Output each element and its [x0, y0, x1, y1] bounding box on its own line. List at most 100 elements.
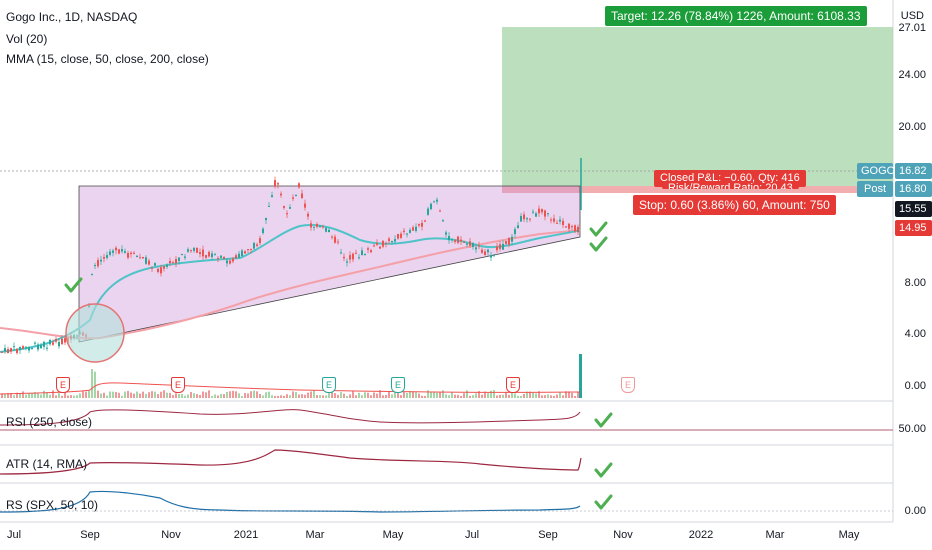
- candle-body: [394, 239, 396, 242]
- earnings-icon[interactable]: E: [391, 377, 405, 393]
- rsi-legend[interactable]: RSI (250, close): [6, 415, 93, 429]
- volume-bar: [520, 395, 522, 398]
- volume-bar: [61, 395, 63, 398]
- target-label[interactable]: Target: 12.26 (78.84%) 1226, Amount: 610…: [605, 6, 867, 26]
- volume-bars[interactable]: [1, 354, 582, 398]
- atr-line[interactable]: [0, 449, 582, 475]
- triangle-pattern[interactable]: [78, 185, 581, 343]
- volume-bar: [388, 391, 390, 398]
- volume-bar: [307, 392, 309, 398]
- symbol-legend[interactable]: Gogo Inc., 1D, NASDAQ: [6, 10, 138, 24]
- earnings-icon[interactable]: E: [506, 377, 520, 393]
- candle-body: [415, 226, 417, 231]
- candle-body: [178, 257, 180, 261]
- candle-body: [208, 251, 210, 257]
- volume-bar: [325, 395, 327, 398]
- candle-body: [226, 260, 228, 264]
- risk-reward-label[interactable]: Risk/Reward Ratio: 20.43: [662, 183, 799, 189]
- volume-bar: [217, 395, 219, 398]
- price-candles[interactable]: [1, 176, 579, 355]
- volume-bar: [247, 393, 249, 398]
- volume-bar: [328, 392, 330, 398]
- earnings-icon[interactable]: E: [56, 377, 70, 393]
- volume-bar: [352, 390, 354, 398]
- atr-legend[interactable]: ATR (14, RMA): [6, 457, 88, 471]
- candle-body: [355, 252, 357, 254]
- candle-body: [163, 266, 165, 269]
- volume-bar: [250, 391, 252, 398]
- volume-bar: [238, 393, 240, 398]
- time-tick: Sep: [80, 529, 100, 541]
- volume-bar: [70, 395, 72, 398]
- candle-body: [574, 225, 576, 232]
- volume-bar: [367, 392, 369, 398]
- candle-body: [577, 226, 579, 233]
- rs-legend[interactable]: RS (SPX, 50, 10): [6, 498, 99, 512]
- currency-label[interactable]: USD: [900, 10, 924, 22]
- volume-bar: [184, 395, 186, 398]
- volume-bar: [346, 395, 348, 398]
- gogo-price-tag[interactable]: 16.82: [895, 163, 932, 179]
- stop-zone[interactable]: [502, 186, 893, 193]
- candle-body: [451, 238, 453, 240]
- candle-body: [64, 338, 66, 343]
- rsi-line[interactable]: [0, 409, 581, 426]
- volume-bar: [544, 395, 546, 398]
- candle-body: [106, 255, 108, 258]
- candle-body: [49, 340, 51, 345]
- candle-body: [55, 338, 57, 342]
- volume-bar: [451, 391, 453, 398]
- post-label-tag[interactable]: Post: [857, 181, 893, 197]
- candle-body: [457, 236, 459, 243]
- volume-bar: [208, 390, 210, 398]
- stop-label[interactable]: Stop: 0.60 (3.86%) 60, Amount: 750: [633, 195, 836, 215]
- time-tick: Nov: [161, 529, 181, 541]
- candle-body: [565, 226, 567, 228]
- volume-bar: [22, 391, 24, 398]
- volume-bar: [481, 394, 483, 398]
- earnings-icon[interactable]: E: [171, 377, 185, 393]
- volume-bar: [319, 395, 321, 398]
- earnings-icon[interactable]: E: [621, 377, 635, 393]
- candle-body: [202, 249, 204, 257]
- earnings-icon[interactable]: E: [322, 377, 336, 393]
- volume-bar: [433, 391, 435, 398]
- volume-bar: [436, 392, 438, 398]
- candle-body: [556, 222, 558, 224]
- volume-bar: [382, 395, 384, 398]
- mma-legend[interactable]: MMA (15, close, 50, close, 200, close): [6, 52, 209, 66]
- candle-body: [463, 241, 465, 243]
- volume-bar: [397, 392, 399, 398]
- closed-pl-label[interactable]: Closed P&L: −0.60, Qty: 416: [654, 170, 806, 187]
- candle-body: [502, 243, 504, 250]
- volume-bar: [268, 391, 270, 398]
- gogo-symbol-tag[interactable]: GOGO: [857, 163, 895, 179]
- candle-body: [100, 259, 102, 262]
- volume-bar: [286, 394, 288, 398]
- volume-bar: [19, 393, 21, 398]
- volume-bar: [550, 395, 552, 398]
- candle-body: [265, 217, 267, 221]
- volume-bar: [409, 390, 411, 398]
- candle-body: [439, 210, 441, 212]
- circle-highlight-icon[interactable]: [65, 303, 125, 363]
- candle-body: [289, 207, 291, 209]
- volume-bar: [109, 391, 111, 398]
- candle-body: [25, 346, 27, 348]
- post-price-tag[interactable]: 16.80: [895, 181, 932, 197]
- candle-body: [397, 233, 399, 239]
- level-tag[interactable]: 15.55: [895, 201, 932, 217]
- volume-bar: [112, 391, 114, 398]
- candle-body: [250, 248, 252, 250]
- volume-bar: [28, 393, 30, 398]
- volume-bar: [229, 391, 231, 398]
- target-zone[interactable]: [502, 27, 893, 186]
- candle-body: [37, 344, 39, 350]
- candle-body: [13, 346, 15, 348]
- stop-level-tag[interactable]: 14.95: [895, 220, 932, 236]
- rs-line[interactable]: [0, 490, 581, 513]
- vol-legend[interactable]: Vol (20): [6, 32, 48, 46]
- time-tick: Mar: [305, 529, 325, 541]
- volume-ma-line[interactable]: [0, 382, 581, 395]
